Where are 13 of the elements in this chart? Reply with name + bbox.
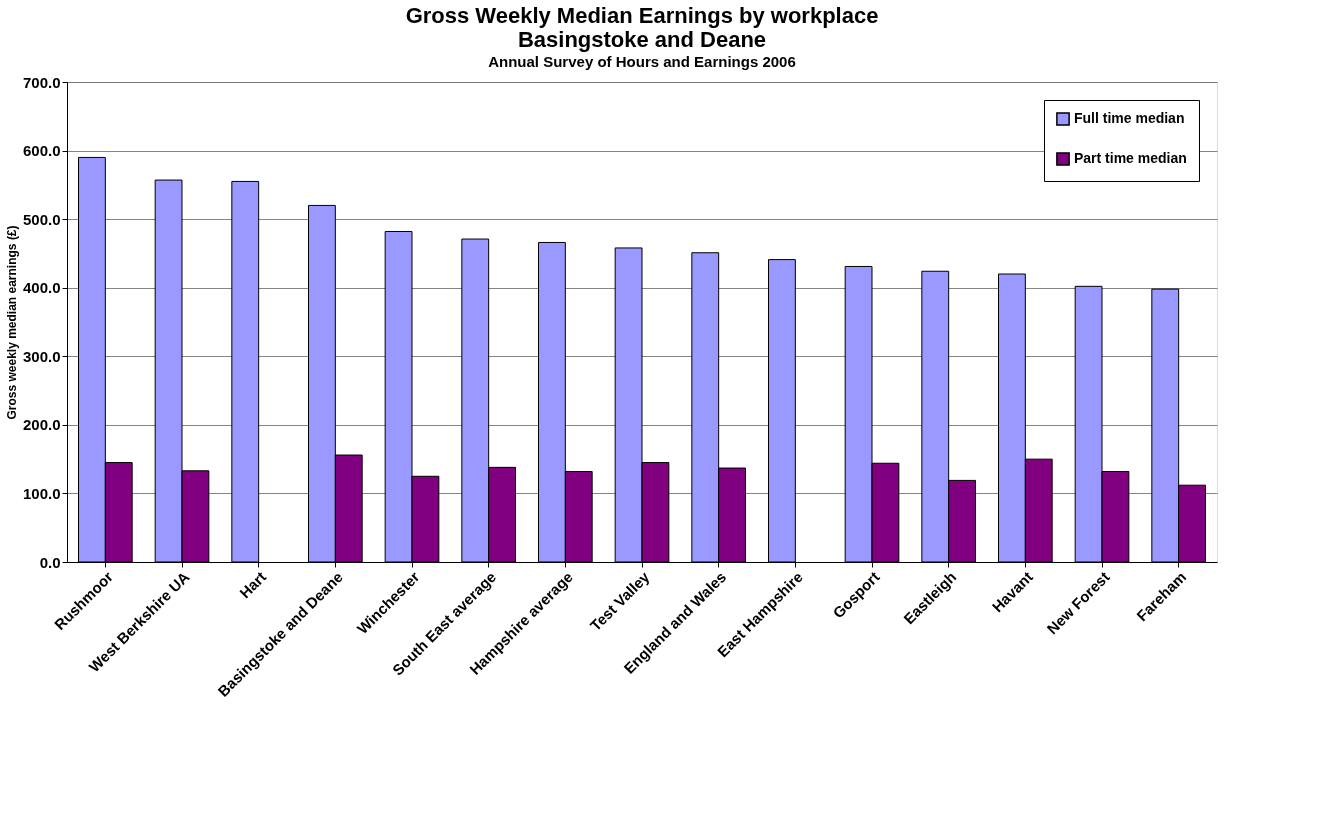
legend-label: Full time median xyxy=(1074,110,1185,126)
y-axis-title: Gross weekly median earnings (£) xyxy=(4,225,19,420)
chart-title: Gross Weekly Median Earnings by workplace Basingstoke and Deane xyxy=(405,3,879,52)
y-tick-label: 100.0 xyxy=(22,484,61,502)
chart-subtitle: Annual Survey of Hours and Earnings 2006 xyxy=(488,53,796,70)
y-tick-label: 600.0 xyxy=(22,142,61,160)
y-tick-label: 400.0 xyxy=(22,279,61,297)
y-tick-label: 0.0 xyxy=(39,553,61,571)
y-tick-label: 500.0 xyxy=(22,210,61,228)
y-tick-label: 700.0 xyxy=(22,73,61,91)
legend-label: Part time median xyxy=(1074,150,1187,166)
y-tick-label: 200.0 xyxy=(22,416,61,434)
y-tick-label: 300.0 xyxy=(22,347,61,365)
